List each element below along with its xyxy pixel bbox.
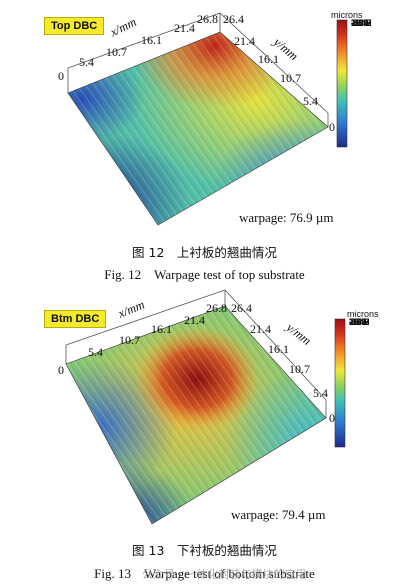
y-tick: 26.4 (231, 301, 252, 315)
colorbar-tick: 7.5 (349, 317, 362, 327)
colorbar-tick: -24.7 (349, 317, 370, 327)
colorbar-tick: -43.9 (349, 317, 370, 327)
figure-12-caption-en: Fig. 12 Warpage test of top substrate (104, 267, 305, 282)
colorbar-tick: -18.2 (351, 18, 372, 28)
y-tick: 0 (329, 411, 335, 425)
figure-13-caption-cn: 图 13 下衬板的翘曲情况 (132, 543, 277, 558)
x-tick: 0 (58, 69, 64, 83)
x-tick: 10.7 (119, 333, 140, 347)
colorbar-title: microns (331, 10, 363, 20)
colorbar-tick: 13.9 (351, 18, 369, 28)
y-tick: 10.7 (289, 362, 310, 376)
colorbar-tick: 26.7 (351, 18, 369, 28)
colorbar-tick: 39.6 (349, 317, 367, 327)
colorbar-title: microns (347, 309, 379, 319)
axes-frame (67, 12, 329, 127)
colorbar-tick: 1.0 (349, 317, 362, 327)
warpage-value: warpage: 79.4 µm (231, 507, 326, 522)
colorbar-tick: 1.0 (351, 18, 364, 28)
y-tick: 16.1 (268, 342, 289, 356)
colorbar-tick: -5.4 (349, 317, 365, 327)
x-tick: 21.4 (174, 21, 195, 35)
y-tick: 21.4 (234, 34, 255, 48)
surface-plot-top (67, 12, 348, 226)
colorbar-tick: -43.9 (351, 18, 372, 28)
x-tick: 26.8 (206, 301, 227, 315)
colorbar-tick: -24.7 (351, 18, 372, 28)
colorbar-tick: 33.1 (349, 317, 367, 327)
x-tick: 0 (58, 363, 64, 377)
figure-12-panel: Top DBC x/mm y/mm 0 5.4 10.7 16.1 21.4 2… (0, 0, 409, 240)
sample-badge: Btm DBC (44, 310, 107, 328)
surface-plot-bottom (65, 289, 346, 525)
figure-13-caption-en: Fig. 13 Warpage test of bottom substrate (94, 566, 315, 581)
x-tick: 16.1 (141, 33, 162, 47)
x-tick: 10.7 (106, 45, 127, 59)
colorbar-tick: -11.8 (351, 18, 371, 28)
colorbar-tick: -5.4 (351, 18, 367, 28)
axes-frame (65, 289, 327, 418)
y-tick: 0 (329, 120, 335, 134)
watermark: 公众号 · 一体化封装与模块的应用 (142, 568, 307, 581)
colorbar-tick: -11.8 (349, 317, 369, 327)
y-tick: 21.4 (250, 322, 271, 336)
colorbar-tick: 26.7 (349, 317, 367, 327)
x-tick: 5.4 (79, 55, 94, 69)
warpage-value: warpage: 76.9 µm (239, 210, 334, 225)
y-tick: 5.4 (313, 386, 328, 400)
colorbar-tick: -18.2 (349, 317, 370, 327)
colorbar-tick: 7.5 (351, 18, 364, 28)
x-tick: 5.4 (88, 345, 103, 359)
colorbar-tick: -37.5 (349, 317, 370, 327)
colorbar (334, 318, 346, 448)
sample-badge: Top DBC (44, 17, 105, 35)
colorbar-tick: 20.3 (351, 18, 369, 28)
colorbar (336, 19, 348, 148)
x-tick: 26.8 (197, 12, 218, 26)
colorbar-tick: 33.1 (351, 18, 369, 28)
y-tick: 10.7 (280, 71, 301, 85)
figure-12-caption-cn: 图 12 上衬板的翘曲情况 (132, 245, 277, 260)
y-tick: 16.1 (258, 52, 279, 66)
x-tick: 21.4 (184, 313, 205, 327)
x-tick: 16.1 (151, 322, 172, 336)
colorbar-tick: 20.3 (349, 317, 367, 327)
colorbar-tick: 39.6 (351, 18, 369, 28)
y-tick: 5.4 (303, 94, 318, 108)
colorbar-tick: 13.9 (349, 317, 367, 327)
colorbar-tick: -37.5 (351, 18, 372, 28)
y-tick: 26.4 (223, 12, 244, 26)
